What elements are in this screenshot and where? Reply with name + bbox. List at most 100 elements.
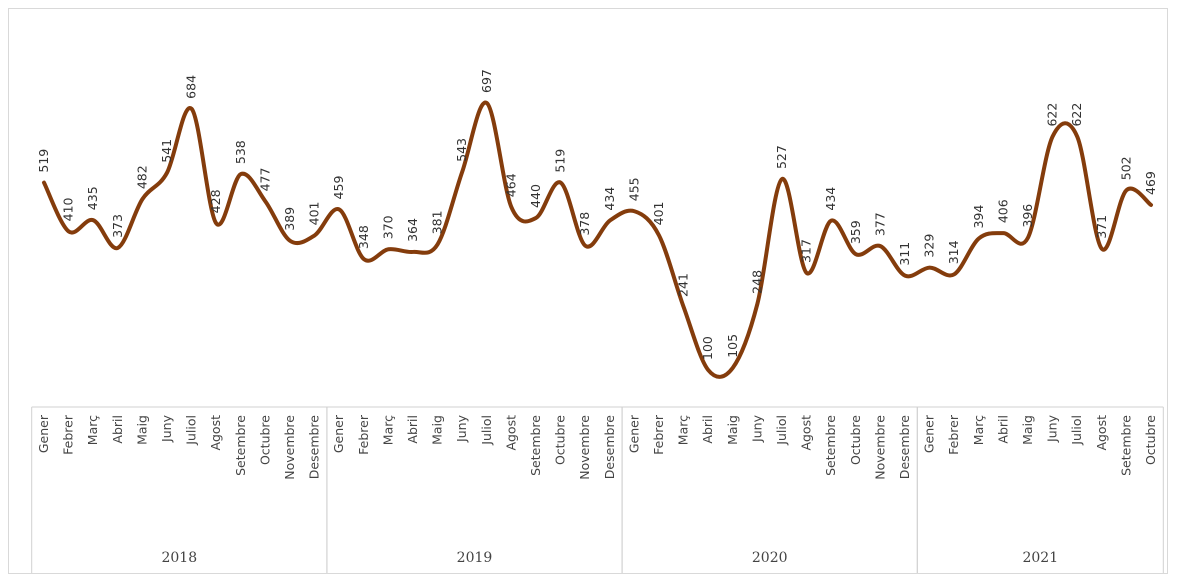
month-tick-label: Novembre [282, 415, 297, 480]
data-label: 378 [577, 212, 592, 236]
data-label: 519 [36, 149, 51, 173]
month-tick-label: Gener [36, 414, 51, 453]
data-label: 434 [823, 187, 838, 211]
data-label: 435 [85, 186, 100, 210]
year-label: 2021 [1022, 550, 1058, 566]
data-label: 348 [356, 225, 371, 249]
month-tick-label: Gener [331, 414, 346, 453]
month-tick-label: Setembre [823, 415, 838, 476]
data-label: 684 [184, 75, 199, 99]
month-tick-label: Març [971, 415, 986, 445]
month-tick-label: Octubre [257, 415, 272, 465]
month-tick-label: Maig [134, 415, 149, 445]
data-label: 373 [110, 214, 125, 238]
data-label: 527 [774, 145, 789, 169]
year-label: 2020 [752, 550, 788, 566]
data-label: 389 [282, 207, 297, 231]
data-label: 381 [430, 210, 445, 234]
data-label: 248 [749, 270, 764, 294]
year-label: 2019 [457, 550, 493, 566]
month-tick-label: Març [380, 415, 395, 445]
data-label: 100 [700, 336, 715, 360]
data-label: 541 [159, 139, 174, 163]
data-label: 105 [725, 334, 740, 358]
month-tick-label: Agost [208, 415, 223, 451]
data-labels: 519 410 435 373 482 541 684 428 538 477 389 401 459 3… [36, 69, 1158, 360]
data-label: 543 [454, 138, 469, 162]
month-tick-label: Juny [1045, 414, 1060, 443]
month-tick-label: Abril [405, 415, 420, 444]
data-label: 538 [233, 140, 248, 164]
data-label: 459 [331, 176, 346, 200]
month-tick-label: Juliol [479, 415, 494, 446]
data-label: 482 [134, 165, 149, 189]
month-tick-label: Desembre [897, 415, 912, 479]
month-tick-label: Març [85, 415, 100, 445]
data-label: 401 [307, 202, 322, 226]
data-label: 440 [528, 184, 543, 208]
data-label: 371 [1094, 215, 1109, 239]
month-tick-label: Setembre [528, 415, 543, 476]
month-tick-label: Febrer [651, 414, 666, 455]
month-tick-label: Febrer [946, 414, 961, 455]
month-tick-label: Setembre [233, 415, 248, 476]
data-label: 464 [503, 173, 518, 197]
month-tick-label: Desembre [307, 415, 322, 479]
data-label: 697 [479, 69, 494, 93]
month-tick-label: Juliol [184, 415, 199, 446]
month-tick-label: Juny [749, 414, 764, 443]
data-label: 428 [208, 189, 223, 213]
data-label: 455 [626, 177, 641, 201]
month-tick-label: Febrer [356, 414, 371, 455]
series-line [42, 100, 1153, 379]
month-tick-label: Abril [700, 415, 715, 444]
month-tick-label: Gener [626, 414, 641, 453]
month-tick-label: Gener [922, 414, 937, 453]
month-tick-label: Maig [725, 415, 740, 445]
month-tick-label: Agost [799, 415, 814, 451]
month-tick-label: Juliol [774, 415, 789, 446]
data-label: 410 [61, 197, 76, 221]
data-label: 359 [848, 220, 863, 244]
month-tick-label: Abril [110, 415, 125, 444]
year-label: 2018 [161, 550, 197, 566]
data-label: 370 [380, 215, 395, 239]
data-label: 519 [553, 149, 568, 173]
month-tick-label: Novembre [872, 415, 887, 480]
month-tick-label: Juny [454, 414, 469, 443]
month-tick-label: Febrer [61, 414, 76, 455]
data-label: 469 [1143, 171, 1158, 195]
month-tick-label: Setembre [1118, 415, 1133, 476]
data-label: 241 [676, 273, 691, 297]
data-label: 622 [1069, 103, 1084, 127]
data-label: 317 [799, 239, 814, 263]
month-tick-label: Agost [503, 415, 518, 451]
month-tick-label: Octubre [848, 415, 863, 465]
data-label: 396 [1020, 204, 1035, 228]
month-tick-label: Juny [159, 414, 174, 443]
month-tick-label: Agost [1094, 415, 1109, 451]
chart-frame [8, 8, 1168, 574]
month-tick-label: Octubre [1143, 415, 1158, 465]
data-label: 377 [872, 212, 887, 236]
x-axis: Gener Febrer Març Abril Maig Juny Juliol Agost S… [31, 406, 1164, 573]
month-tick-label: Novembre [577, 415, 592, 480]
data-label: 477 [257, 168, 272, 192]
month-tick-label: Març [676, 415, 691, 445]
data-label: 394 [971, 205, 986, 229]
month-tick-label: Desembre [602, 415, 617, 479]
data-label: 406 [995, 199, 1010, 223]
data-label: 314 [946, 240, 961, 264]
data-label: 311 [897, 242, 912, 266]
data-label: 434 [602, 187, 617, 211]
data-label: 622 [1045, 103, 1060, 127]
month-tick-label: Maig [430, 415, 445, 445]
data-label: 502 [1118, 156, 1133, 180]
month-tick-label: Octubre [553, 415, 568, 465]
month-tick-label: Juliol [1069, 415, 1084, 446]
data-label: 401 [651, 202, 666, 226]
month-tick-label: Abril [995, 415, 1010, 444]
data-label: 364 [405, 218, 420, 242]
month-tick-label: Maig [1020, 415, 1035, 445]
